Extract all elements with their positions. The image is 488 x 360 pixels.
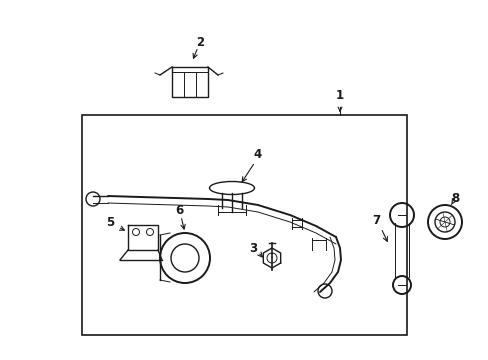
Text: 7: 7 <box>371 213 379 226</box>
Text: 2: 2 <box>196 36 203 49</box>
Text: 4: 4 <box>253 148 262 162</box>
Text: 1: 1 <box>335 89 344 102</box>
Text: 6: 6 <box>175 203 183 216</box>
Text: 8: 8 <box>450 192 458 204</box>
Text: 3: 3 <box>248 242 257 255</box>
Text: 5: 5 <box>106 216 114 229</box>
Bar <box>82 115 406 335</box>
